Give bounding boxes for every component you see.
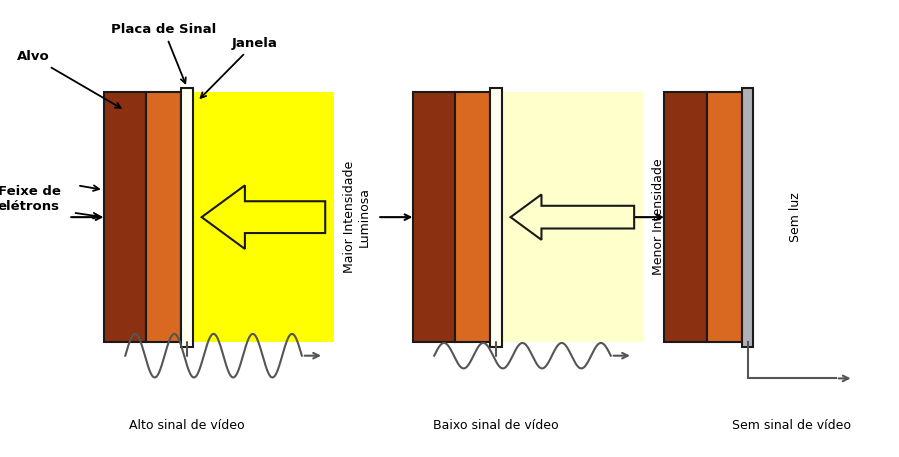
Text: Sem sinal de vídeo: Sem sinal de vídeo: [732, 419, 851, 432]
Bar: [182, 88, 192, 346]
Polygon shape: [201, 186, 325, 249]
Text: Alvo: Alvo: [17, 50, 120, 108]
Polygon shape: [511, 194, 634, 240]
Text: Feixe de
elétrons: Feixe de elétrons: [0, 185, 60, 213]
Bar: [742, 88, 753, 346]
Text: Janela: Janela: [200, 37, 278, 98]
Text: Placa de Sinal: Placa de Sinal: [111, 23, 217, 83]
Bar: [455, 92, 490, 342]
Bar: [192, 92, 334, 342]
Text: Baixo sinal de vídeo: Baixo sinal de vídeo: [433, 419, 559, 432]
Bar: [707, 92, 742, 342]
Bar: [502, 92, 643, 342]
Bar: [146, 92, 182, 342]
Bar: [490, 88, 502, 346]
Text: Menor Intensidade
Luminosa: Menor Intensidade Luminosa: [652, 159, 680, 276]
Bar: [103, 92, 146, 342]
Text: Sem luz: Sem luz: [788, 192, 802, 242]
Bar: [664, 92, 707, 342]
Text: Alto sinal de vídeo: Alto sinal de vídeo: [129, 419, 245, 432]
Text: Maior Intensidade
Luminosa: Maior Intensidade Luminosa: [343, 161, 371, 273]
Bar: [413, 92, 455, 342]
